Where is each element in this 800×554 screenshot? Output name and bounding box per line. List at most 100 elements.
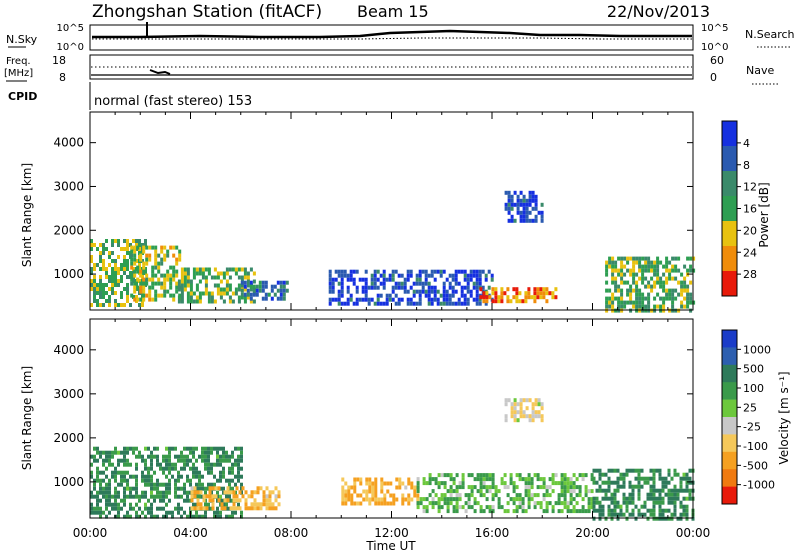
velocity-cell bbox=[467, 505, 471, 510]
power-cell bbox=[647, 260, 651, 265]
velocity-cell bbox=[676, 488, 680, 493]
power-cell bbox=[686, 296, 690, 301]
power-cell bbox=[513, 190, 517, 195]
velocity-cell bbox=[147, 498, 150, 503]
velocity-cell bbox=[622, 512, 626, 517]
velocity-cell bbox=[440, 481, 444, 486]
power-cell bbox=[629, 300, 633, 305]
velocity-cell bbox=[537, 410, 541, 415]
power-cell bbox=[139, 289, 143, 294]
velocity-cell bbox=[108, 486, 111, 491]
power-cell bbox=[93, 299, 96, 303]
velocity-cell bbox=[628, 492, 632, 497]
power-cell bbox=[608, 288, 612, 293]
power-cell bbox=[394, 281, 398, 286]
power-cell bbox=[653, 296, 657, 301]
velocity-colorbar-swatch bbox=[722, 486, 737, 505]
power-cell bbox=[653, 308, 657, 313]
power-cell bbox=[525, 214, 529, 219]
velocity-cell bbox=[670, 476, 674, 481]
freq-tick-top: 18 bbox=[52, 54, 66, 67]
velocity-cell bbox=[540, 418, 544, 423]
velocity-cell bbox=[652, 496, 656, 501]
power-cell bbox=[154, 261, 158, 266]
velocity-cell bbox=[473, 485, 477, 490]
velocity-cell bbox=[616, 480, 620, 485]
power-cell bbox=[397, 273, 401, 278]
velocity-cell bbox=[216, 462, 219, 467]
velocity-cell bbox=[661, 508, 665, 513]
velocity-cell bbox=[386, 489, 390, 494]
velocity-cell bbox=[503, 473, 507, 478]
velocity-cell bbox=[688, 496, 692, 501]
power-cell bbox=[472, 269, 476, 274]
power-cell bbox=[620, 264, 624, 269]
velocity-cell bbox=[425, 481, 429, 486]
velocity-cell bbox=[461, 481, 465, 486]
power-cell bbox=[105, 247, 108, 251]
power-cell bbox=[463, 277, 467, 282]
power-cell bbox=[689, 256, 693, 261]
power-cell bbox=[126, 263, 129, 267]
power-cell bbox=[623, 264, 627, 269]
power-cell bbox=[225, 271, 229, 276]
velocity-cell bbox=[658, 492, 662, 497]
power-cell bbox=[533, 287, 537, 292]
power-cell bbox=[328, 285, 332, 290]
power-cell bbox=[519, 198, 523, 203]
velocity-cell bbox=[165, 494, 168, 499]
power-cell bbox=[650, 260, 654, 265]
velocity-cell bbox=[204, 514, 207, 519]
velocity-cell bbox=[616, 468, 620, 473]
power-cell bbox=[93, 275, 96, 279]
velocity-cell bbox=[114, 446, 117, 451]
velocity-cell bbox=[96, 478, 99, 483]
power-cell bbox=[96, 287, 99, 291]
power-cell bbox=[475, 269, 479, 274]
power-cell bbox=[334, 269, 338, 274]
velocity-cell bbox=[506, 501, 510, 506]
power-cell bbox=[237, 299, 241, 304]
velocity-cell bbox=[153, 494, 156, 499]
power-cell bbox=[204, 267, 208, 272]
power-cell bbox=[133, 245, 137, 250]
velocity-cell bbox=[262, 498, 266, 503]
velocity-cell bbox=[416, 485, 420, 490]
velocity-cell bbox=[144, 446, 147, 451]
power-cell bbox=[132, 267, 135, 271]
power-cell bbox=[108, 275, 111, 279]
velocity-cell bbox=[676, 516, 680, 521]
velocity-cell bbox=[515, 505, 519, 510]
velocity-cell bbox=[649, 488, 653, 493]
power-cell bbox=[513, 218, 517, 223]
velocity-cell bbox=[667, 508, 671, 513]
velocity-cell bbox=[584, 489, 588, 494]
velocity-cell bbox=[386, 481, 390, 486]
power-cell bbox=[93, 243, 96, 247]
power-cell bbox=[246, 295, 250, 300]
velocity-cell bbox=[479, 509, 483, 514]
velocity-cell bbox=[114, 498, 117, 503]
velocity-cell bbox=[162, 514, 165, 519]
time-axis-labels: 00:00 04:00 08:00 12:00 16:00 20:00 00:00 bbox=[73, 526, 711, 540]
velocity-cell bbox=[374, 481, 378, 486]
power-cell bbox=[175, 245, 179, 250]
power-cell bbox=[210, 291, 214, 296]
velocity-cell bbox=[204, 450, 207, 455]
velocity-cell bbox=[491, 485, 495, 490]
velocity-cell bbox=[244, 498, 248, 503]
velocity-cell bbox=[162, 466, 165, 471]
velocity-cell bbox=[542, 481, 546, 486]
power-cell bbox=[346, 273, 350, 278]
velocity-cell bbox=[174, 490, 177, 495]
velocity-cell bbox=[135, 466, 138, 471]
velocity-cell bbox=[522, 414, 526, 419]
power-cell bbox=[605, 308, 609, 313]
velocity-cell bbox=[682, 504, 686, 509]
power-cell bbox=[111, 267, 114, 271]
power-cell bbox=[207, 271, 211, 276]
velocity-cell bbox=[171, 474, 174, 479]
power-cell bbox=[641, 272, 645, 277]
velocity-cell bbox=[132, 474, 135, 479]
velocity-cell bbox=[237, 454, 240, 459]
